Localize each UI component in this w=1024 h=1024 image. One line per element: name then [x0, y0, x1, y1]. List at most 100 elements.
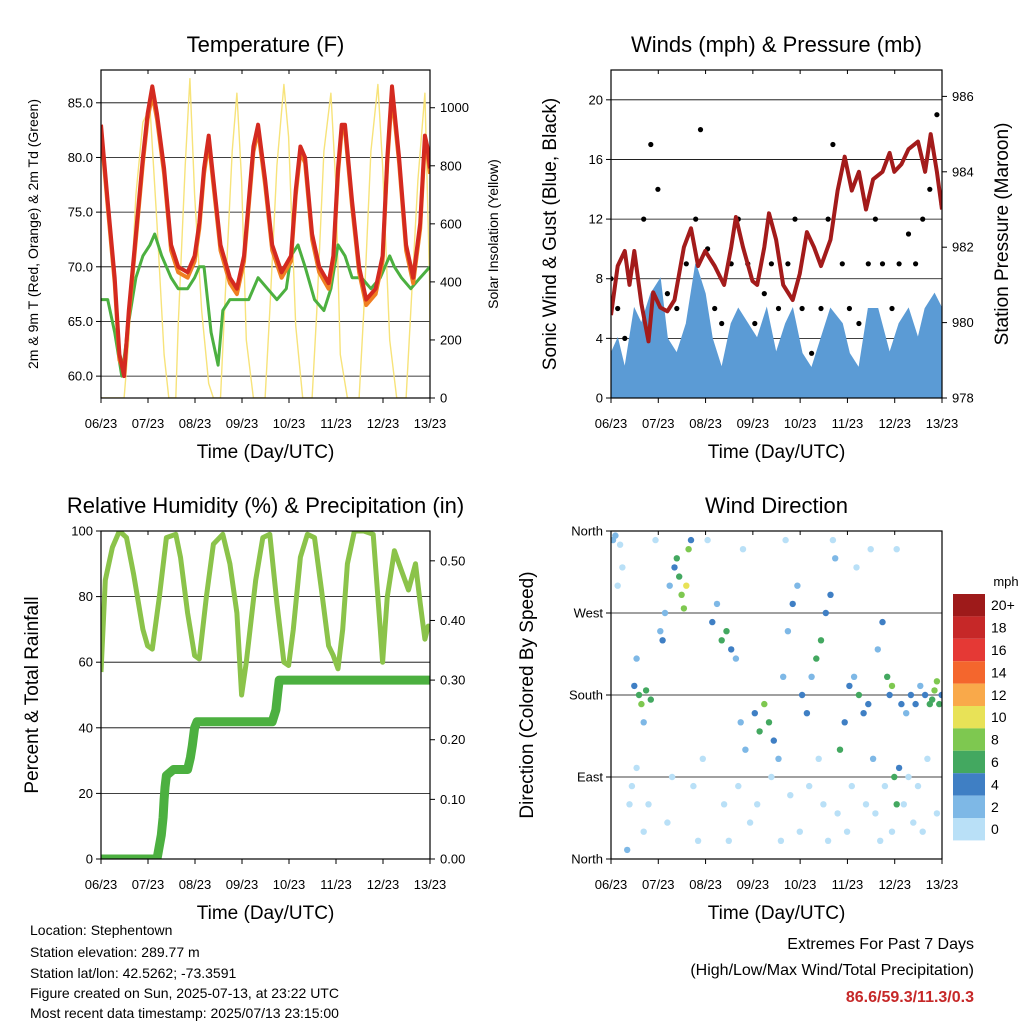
direction-point: [683, 582, 690, 589]
y2-tick-label: 400: [440, 274, 462, 289]
gust-point: [856, 320, 862, 327]
y2-tick-label: 982: [952, 240, 974, 255]
direction-point: [827, 591, 834, 598]
direction-point: [784, 628, 792, 635]
x-tick-label: 11/23: [832, 877, 864, 892]
y-tick-label: 80: [79, 589, 93, 604]
direction-point: [668, 773, 676, 781]
gust-point: [889, 305, 895, 312]
direction-point: [713, 600, 721, 608]
gust-point: [712, 305, 718, 312]
direction-point: [917, 682, 924, 690]
x-tick-label: 12/23: [367, 877, 400, 892]
x-tick-label: 07/23: [132, 877, 165, 892]
y-tick-label: North: [571, 852, 603, 867]
direction-point: [645, 801, 652, 808]
x-tick-label: 12/23: [367, 416, 400, 431]
direction-point: [936, 700, 942, 708]
y-axis-label: Sonic Wind & Gust (Blue, Black): [540, 98, 561, 370]
direction-point: [777, 837, 785, 844]
y-axis-label: Percent & Total Rainfall: [22, 596, 43, 793]
y2-tick-label: 0.40: [440, 613, 465, 628]
gust-point: [865, 261, 871, 267]
gust-point: [830, 141, 836, 148]
y2-tick-label: 984: [952, 164, 974, 179]
colorbar-label: 0: [991, 821, 999, 837]
x-tick-label: 13/23: [926, 877, 959, 892]
gust-point: [641, 216, 647, 222]
x-tick-label: 09/23: [737, 416, 770, 431]
gust-point: [768, 261, 775, 267]
gust-point: [809, 350, 815, 356]
gust-point: [799, 305, 805, 312]
chart-panel-3: 0 20 40 60 80 100 0.00 0.10 0.20 0.30 0.40 0.50 06/2…: [22, 493, 465, 924]
y2-tick-label: 0.10: [440, 792, 465, 807]
y-tick-label: 80.0: [68, 150, 93, 165]
speed-colorbar: mph 20+ 18 16 14 12 10 8 6 4 2 0: [953, 574, 1019, 841]
gust-point: [693, 216, 699, 222]
station-location: Location: Stephentown: [30, 922, 173, 938]
y-axis-label: Direction (Colored By Speed): [517, 571, 538, 818]
direction-point: [718, 637, 725, 644]
y2-axis-label: Station Pressure (Maroon): [992, 123, 1013, 346]
plot-area: [611, 112, 942, 398]
gust-point: [905, 231, 912, 237]
gust-point: [792, 216, 798, 222]
y-tick-label: West: [574, 606, 604, 621]
direction-point: [642, 687, 650, 694]
direction-point: [910, 819, 917, 826]
direction-point: [862, 801, 870, 808]
direction-point: [699, 755, 706, 762]
direction-point: [855, 691, 863, 699]
direction-point: [737, 719, 744, 726]
x-tick-label: 07/23: [642, 416, 675, 431]
extremes-subtitle: (High/Low/Max Wind/Total Precipitation): [690, 962, 974, 979]
figure-created: Figure created on Sun, 2025-07-13, at 23…: [30, 985, 339, 1001]
direction-point: [657, 628, 664, 635]
direction-point: [640, 719, 647, 726]
direction-point: [624, 846, 631, 854]
extremes-values: 86.6/59.3/11.3/0.3: [845, 989, 974, 1006]
direction-point: [903, 710, 910, 717]
direction-point: [628, 782, 636, 790]
y2-axis-label: Solar Insolation (Yellow): [485, 159, 501, 309]
y-tick-label: 75.0: [68, 205, 93, 220]
y-tick-label: 12: [589, 212, 603, 227]
direction-point: [869, 755, 877, 762]
plot-area: [101, 78, 430, 398]
direction-point: [850, 673, 858, 680]
x-tick-label: 10/23: [784, 416, 817, 431]
plot-frame: [610, 69, 943, 399]
gust-point: [664, 291, 671, 297]
direction-point: [933, 678, 941, 685]
direction-point: [867, 546, 874, 553]
plot-area: [101, 531, 430, 859]
direction-point: [626, 801, 633, 808]
direction-point: [746, 819, 754, 826]
chart-title: Temperature (F): [187, 32, 345, 57]
direction-point: [881, 782, 889, 790]
direction-point: [652, 536, 659, 544]
colorbar-label: 4: [991, 776, 999, 792]
chart-title: Winds (mph) & Pressure (mb): [631, 32, 922, 57]
plot-frame: [100, 69, 431, 399]
direction-point: [680, 605, 688, 612]
direction-point: [924, 755, 931, 762]
gust-point: [648, 141, 654, 148]
colorbar-swatch: [953, 638, 985, 662]
y2-tick-label: 600: [440, 216, 462, 231]
x-tick-label: 13/23: [926, 416, 959, 431]
series-line-0: [101, 84, 430, 379]
direction-point: [678, 591, 685, 598]
gust-point: [655, 186, 661, 192]
direction-point: [914, 782, 922, 790]
x-tick-label: 13/23: [414, 416, 447, 431]
direction-point: [768, 773, 775, 781]
direction-point: [787, 792, 794, 799]
gust-point: [825, 216, 831, 222]
extremes-title: Extremes For Past 7 Days: [787, 936, 974, 953]
direction-point: [739, 546, 747, 553]
gust-point: [927, 186, 933, 192]
x-tick-label: 08/23: [179, 877, 212, 892]
